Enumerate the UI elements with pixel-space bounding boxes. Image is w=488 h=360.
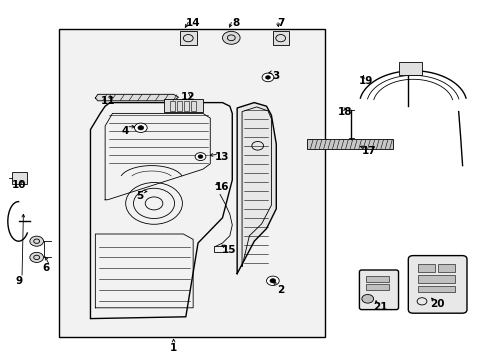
Text: 17: 17 [361,146,376,156]
Text: 15: 15 [221,245,236,255]
Text: 8: 8 [232,18,239,28]
Text: 4: 4 [121,126,128,136]
FancyBboxPatch shape [359,270,398,310]
Bar [170,101,175,111]
Bar [365,276,388,282]
Text: 18: 18 [337,107,351,117]
Bar [59,29,325,337]
Circle shape [134,123,147,132]
Bar [272,31,288,45]
Text: 16: 16 [215,182,229,192]
Circle shape [262,73,273,82]
Polygon shape [95,94,178,101]
Circle shape [266,276,279,285]
Bar [398,62,421,75]
Circle shape [30,236,43,246]
Circle shape [198,155,203,158]
Bar [306,139,392,149]
FancyBboxPatch shape [407,256,466,313]
Text: 19: 19 [358,76,372,86]
Text: 6: 6 [43,263,50,273]
Circle shape [195,153,205,161]
Circle shape [222,31,240,44]
Text: 2: 2 [277,285,284,295]
Text: 13: 13 [215,152,229,162]
Text: 9: 9 [15,276,22,286]
Bar [12,172,27,184]
Bar [417,286,454,292]
Bar [214,246,224,252]
Bar [163,99,203,112]
Circle shape [361,294,373,303]
Bar [183,101,188,111]
Bar [177,101,182,111]
Circle shape [269,279,275,283]
Text: 3: 3 [272,71,279,81]
Polygon shape [237,103,276,274]
Text: 1: 1 [170,343,177,353]
Bar [190,101,195,111]
Bar [365,284,388,290]
Circle shape [30,252,43,262]
Bar [417,275,454,283]
Circle shape [265,76,270,79]
Text: 11: 11 [100,96,115,106]
Circle shape [138,126,143,130]
Text: 7: 7 [277,18,285,28]
Text: 5: 5 [136,191,142,201]
Text: 12: 12 [181,92,195,102]
Text: 14: 14 [185,18,200,28]
Bar [180,31,197,45]
Text: 21: 21 [372,302,387,312]
Text: 10: 10 [11,180,26,190]
Bar [417,264,434,272]
Text: 20: 20 [429,299,444,309]
Bar [437,264,454,272]
